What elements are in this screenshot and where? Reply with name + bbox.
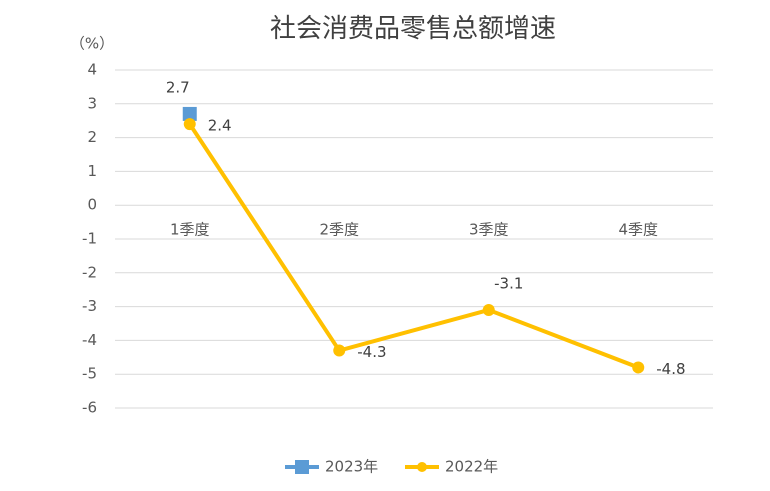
data-label: -3.1 [494, 274, 523, 292]
y-tick-label: -5 [82, 365, 97, 383]
marker [482, 303, 495, 316]
series-line [188, 122, 639, 370]
legend-label: 2023年 [325, 458, 378, 476]
x-tick-label: 1季度 [170, 221, 210, 239]
y-tick-label: 4 [87, 61, 97, 79]
y-tick-label: -3 [82, 297, 97, 315]
x-tick-label: 4季度 [618, 221, 658, 239]
unit-label: （%） [70, 35, 114, 53]
y-tick-label: -6 [82, 399, 97, 417]
y-tick-label: -2 [82, 263, 97, 281]
x-tick-label: 3季度 [469, 221, 509, 239]
chart-title: 社会消费品零售总额增速 [270, 14, 556, 44]
y-tick-label: -4 [82, 331, 97, 349]
data-label: -4.3 [357, 343, 386, 361]
data-label: -4.8 [656, 360, 685, 378]
legend-marker [417, 462, 427, 472]
y-tick-label: 3 [87, 94, 97, 112]
legend-label: 2022年 [445, 458, 498, 476]
marker [182, 106, 197, 121]
marker [632, 361, 645, 374]
y-tick-label: 0 [87, 196, 97, 214]
y-tick-label: 2 [87, 128, 97, 146]
y-tick-label: -1 [82, 230, 97, 248]
y-tick-label: 1 [87, 162, 97, 180]
data-label: 2.7 [166, 78, 190, 96]
legend-marker [295, 460, 309, 474]
marker [183, 118, 196, 131]
x-tick-label: 2季度 [319, 221, 359, 239]
marker [333, 344, 346, 357]
data-label: 2.4 [208, 117, 232, 135]
